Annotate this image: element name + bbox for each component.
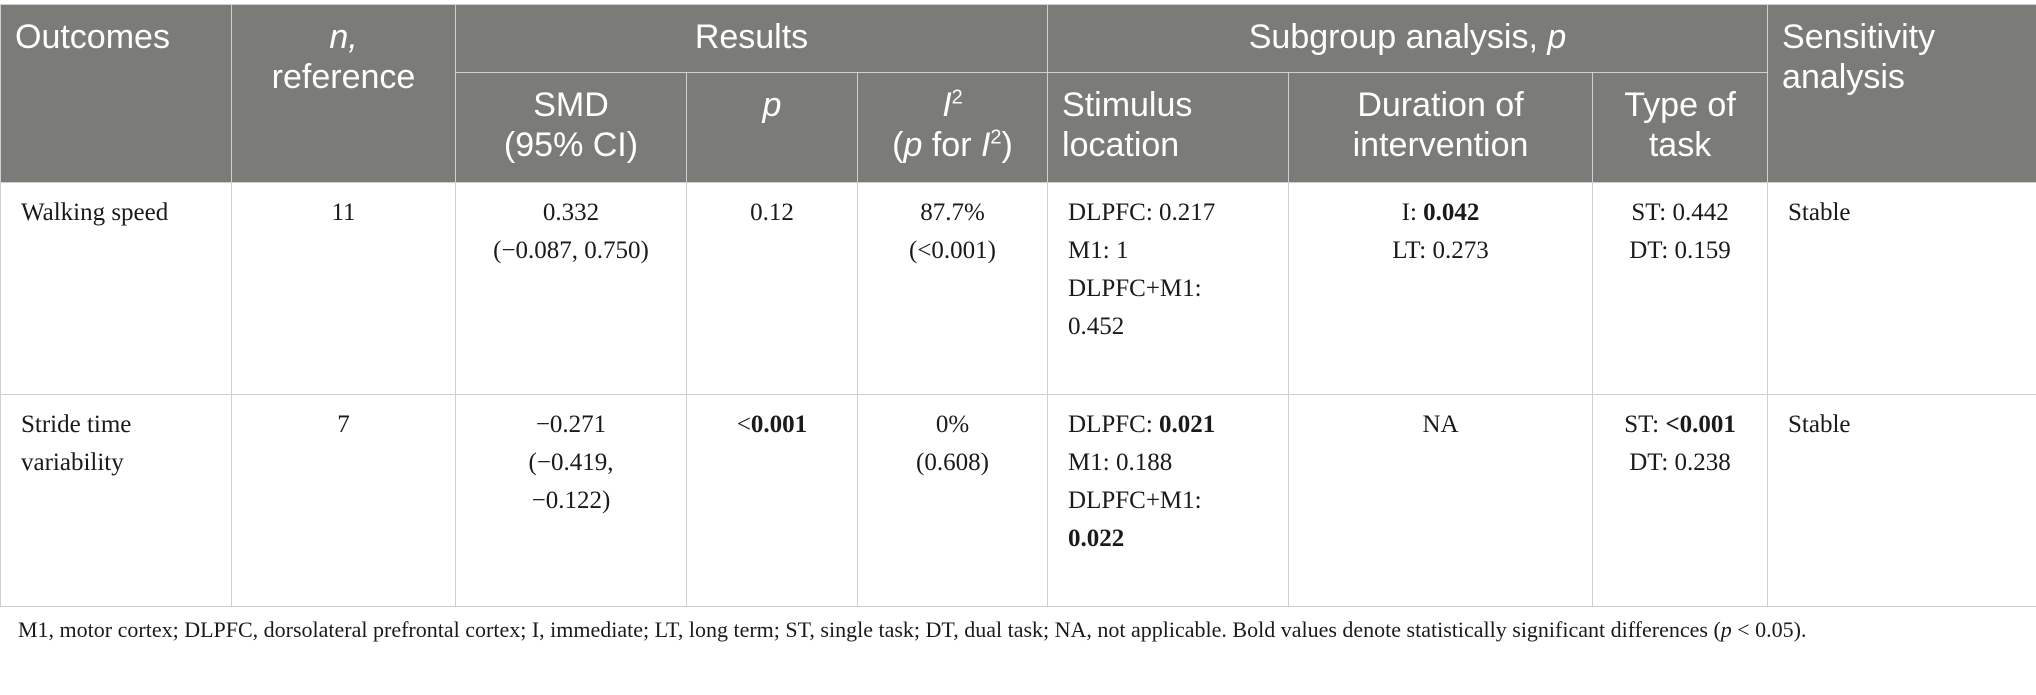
header-n: n, <box>329 18 358 56</box>
dur-label: LT: <box>1392 237 1433 264</box>
cell-n: 11 <box>231 182 456 395</box>
cell-i2: 87.7% (<0.001) <box>856 182 1049 395</box>
stim-label: DLPFC: <box>1068 199 1160 226</box>
stim-value-significant: 0.021 <box>1159 411 1216 438</box>
cell-n: 7 <box>231 394 456 607</box>
header-i2-sup2: 2 <box>990 126 1002 149</box>
cell-smd: 0.332 (−0.087, 0.750) <box>455 182 687 395</box>
cell-smd-line1: −0.271 <box>535 411 607 438</box>
header-i2-open: ( <box>892 126 904 164</box>
header-sensitivity-analysis: Sensitivity analysis <box>1767 4 2036 183</box>
header-duration-line2: intervention <box>1352 126 1529 164</box>
header-stimulus-line1: Stimulus <box>1062 86 1193 124</box>
cell-smd-line2: (−0.419, <box>528 449 614 476</box>
cell-i2-line2: (<0.001) <box>909 237 996 264</box>
header-i2-close: ) <box>1001 126 1013 164</box>
cell-sensitivity: Stable <box>1767 182 2036 395</box>
header-i2-sup: 2 <box>951 86 963 109</box>
header-duration-line1: Duration of <box>1357 86 1524 124</box>
stim-label: DLPFC+M1: <box>1068 487 1202 514</box>
task-label: ST: <box>1631 199 1673 226</box>
header-subgroup-p: p <box>1547 18 1567 56</box>
header-reference: reference <box>271 58 416 96</box>
dur-value-significant: 0.042 <box>1423 199 1480 226</box>
task-value: 0.159 <box>1674 237 1731 264</box>
header-smd-line2: (95% CI) <box>503 126 639 164</box>
task-label: DT: <box>1629 449 1675 476</box>
cell-p-significant: 0.001 <box>750 411 808 438</box>
cell-p: <0.001 <box>686 394 858 607</box>
results-table: Outcomes n, reference Results Subgroup a… <box>0 4 2036 607</box>
cell-stimulus-location: DLPFC: 0.021 M1: 0.188 DLPFC+M1: 0.022 <box>1047 394 1290 607</box>
header-i2-i: I <box>942 86 952 124</box>
cell-duration: I: 0.042 LT: 0.273 <box>1288 182 1594 395</box>
task-label: ST: <box>1624 411 1666 438</box>
cell-outcome: Walking speed <box>0 182 232 395</box>
stim-value: 0.188 <box>1115 449 1173 476</box>
header-p-text: p <box>762 86 782 124</box>
cell-sensitivity: Stable <box>1767 394 2036 607</box>
header-subgroup-analysis: Subgroup analysis, p <box>1047 4 1769 73</box>
task-label: DT: <box>1629 237 1675 264</box>
header-smd: SMD (95% CI) <box>455 72 687 183</box>
table-footnote: M1, motor cortex; DLPFC, dorsolateral pr… <box>18 613 2008 646</box>
task-value: 0.442 <box>1672 199 1729 226</box>
cell-outcome: Stride time variability <box>0 394 232 607</box>
stim-value: 1 <box>1115 237 1129 264</box>
cell-outcome-line2: variability <box>21 449 124 476</box>
cell-type-of-task: ST: 0.442 DT: 0.159 <box>1592 182 1769 395</box>
stim-label: DLPFC+M1: <box>1068 275 1202 302</box>
header-i2-for: for <box>922 126 981 164</box>
task-value: 0.238 <box>1674 449 1731 476</box>
header-type-line1: Type of <box>1624 86 1736 124</box>
stim-label: DLPFC: <box>1068 411 1160 438</box>
header-subgroup-label: Subgroup analysis, <box>1248 18 1548 56</box>
cell-stimulus-location: DLPFC: 0.217 M1: 1 DLPFC+M1: 0.452 <box>1047 182 1290 395</box>
header-i2-p: p <box>903 126 923 164</box>
cell-i2-line1: 87.7% <box>920 199 985 226</box>
header-stimulus-location: Stimulus location <box>1047 72 1290 183</box>
stim-label: M1: <box>1068 449 1116 476</box>
table-row: Stride time variability 7 −0.271 (−0.419… <box>0 394 2036 607</box>
header-duration-of-intervention: Duration of intervention <box>1288 72 1594 183</box>
dur-label: I: <box>1401 199 1424 226</box>
cell-type-of-task: ST: <0.001 DT: 0.238 <box>1592 394 1769 607</box>
dur-value: 0.273 <box>1432 237 1489 264</box>
footnote-text: M1, motor cortex; DLPFC, dorsolateral pr… <box>18 617 1721 642</box>
table-header: Outcomes n, reference Results Subgroup a… <box>0 4 2036 183</box>
header-i2-i2: I <box>980 126 991 164</box>
header-n-reference: n, reference <box>231 4 456 183</box>
cell-smd-line2: (−0.087, 0.750) <box>493 237 649 264</box>
header-p: p <box>686 72 858 183</box>
cell-p: 0.12 <box>686 182 858 395</box>
cell-i2-line2: (0.608) <box>916 449 989 476</box>
footnote-text-end: < 0.05). <box>1731 617 1807 642</box>
cell-p-lt: < <box>736 411 751 438</box>
cell-smd-line3: −0.122) <box>531 487 611 514</box>
stim-value: 0.217 <box>1159 199 1216 226</box>
cell-i2-line1: 0% <box>935 411 970 438</box>
header-type-line2: task <box>1648 126 1712 164</box>
cell-smd-line1: 0.332 <box>542 199 600 226</box>
cell-outcome-line1: Stride time <box>21 411 132 438</box>
stim-value-significant: 0.022 <box>1068 525 1125 552</box>
cell-smd: −0.271 (−0.419, −0.122) <box>455 394 687 607</box>
stim-value: 0.452 <box>1068 313 1125 340</box>
header-smd-line1: SMD <box>533 86 609 124</box>
header-outcomes: Outcomes <box>0 4 232 183</box>
task-value-significant: <0.001 <box>1665 411 1736 438</box>
header-type-of-task: Type of task <box>1592 72 1769 183</box>
table-row: Walking speed 11 0.332 (−0.087, 0.750) 0… <box>0 182 2036 395</box>
stim-label: M1: <box>1068 237 1116 264</box>
header-results: Results <box>454 4 1049 73</box>
cell-i2: 0% (0.608) <box>856 394 1049 607</box>
cell-duration: NA <box>1288 394 1594 607</box>
header-i2: I2 (p for I2) <box>856 72 1049 183</box>
header-stimulus-line2: location <box>1062 126 1180 164</box>
footnote-p: p <box>1720 617 1732 642</box>
